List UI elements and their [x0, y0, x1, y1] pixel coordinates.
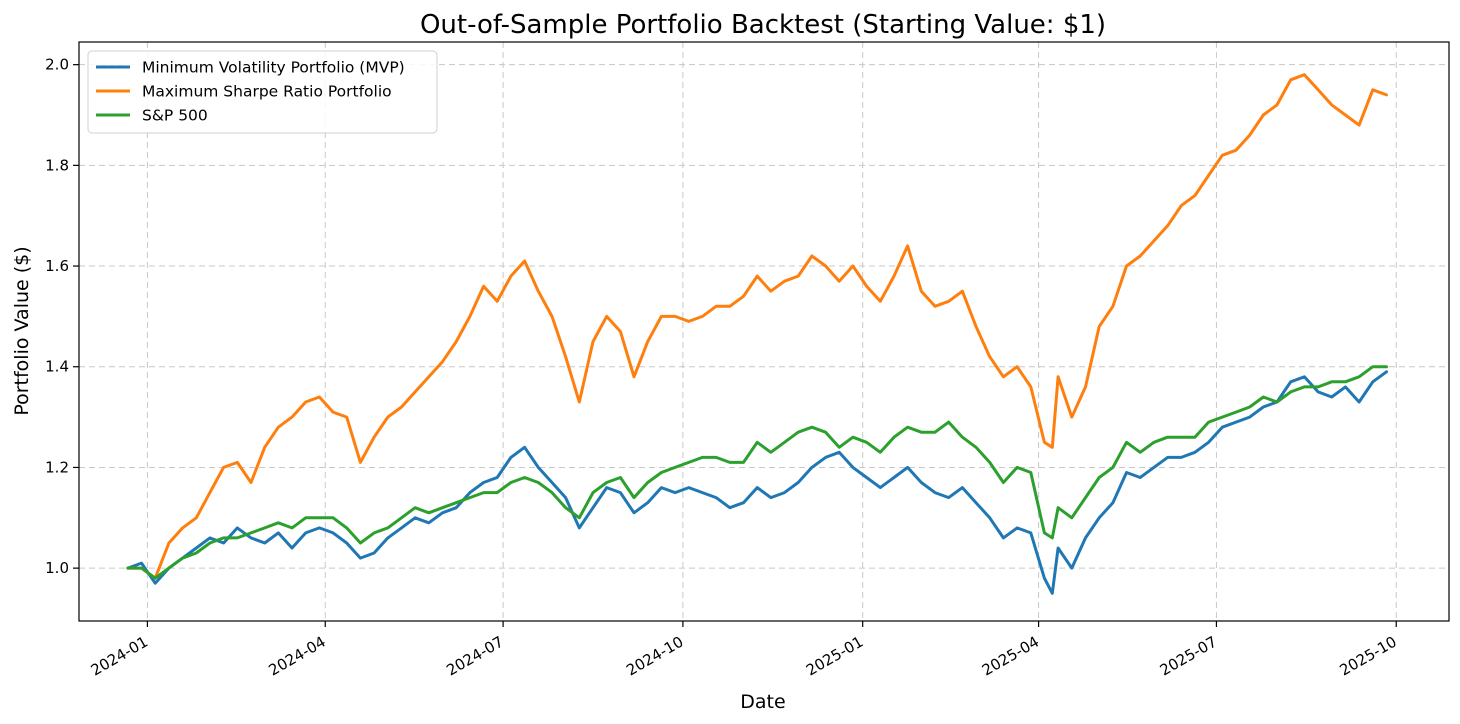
x-tick-label: 2024-01: [88, 633, 151, 680]
legend-label-2: Maximum Sharpe Ratio Portfolio: [142, 83, 392, 101]
legend-label-3: S&P 500: [142, 107, 208, 125]
series-line-2: [126, 73, 1388, 580]
x-tick-label: 2024-04: [266, 633, 329, 680]
y-tick-label: 1.0: [45, 559, 69, 577]
legend: Minimum Volatility Portfolio (MVP) Maximu…: [87, 50, 438, 134]
x-tick-label: 2024-07: [443, 633, 506, 680]
x-tick-label: 2024-10: [623, 633, 686, 680]
y-tick-label: 1.4: [45, 358, 69, 376]
y-tick-label: 1.6: [45, 257, 69, 275]
y-tick-label: 2.0: [45, 56, 69, 74]
y-tick-label: 1.2: [45, 458, 69, 476]
y-tick-label: 1.8: [45, 156, 69, 174]
x-axis-label: Date: [740, 691, 785, 713]
axis-ticks: 2024-01 2024-04 2024-07 2024-10 2025-01 2025-…: [45, 56, 1400, 680]
x-tick-label: 2025-07: [1157, 633, 1220, 680]
y-axis-label: Portfolio Value ($): [11, 246, 33, 415]
x-tick-label: 2025-01: [803, 633, 866, 680]
chart-title: Out-of-Sample Portfolio Backtest (Starti…: [420, 10, 1106, 40]
legend-label-1: Minimum Volatility Portfolio (MVP): [142, 59, 405, 77]
series-line-3: [126, 365, 1388, 580]
legend-box: [87, 50, 438, 134]
series-line-1: [126, 370, 1388, 595]
plot-frame: [78, 41, 1450, 622]
grid-lines: [79, 42, 1449, 621]
x-tick-label: 2025-04: [979, 633, 1042, 680]
series-lines: [126, 73, 1388, 595]
x-tick-label: 2025-10: [1337, 633, 1400, 680]
